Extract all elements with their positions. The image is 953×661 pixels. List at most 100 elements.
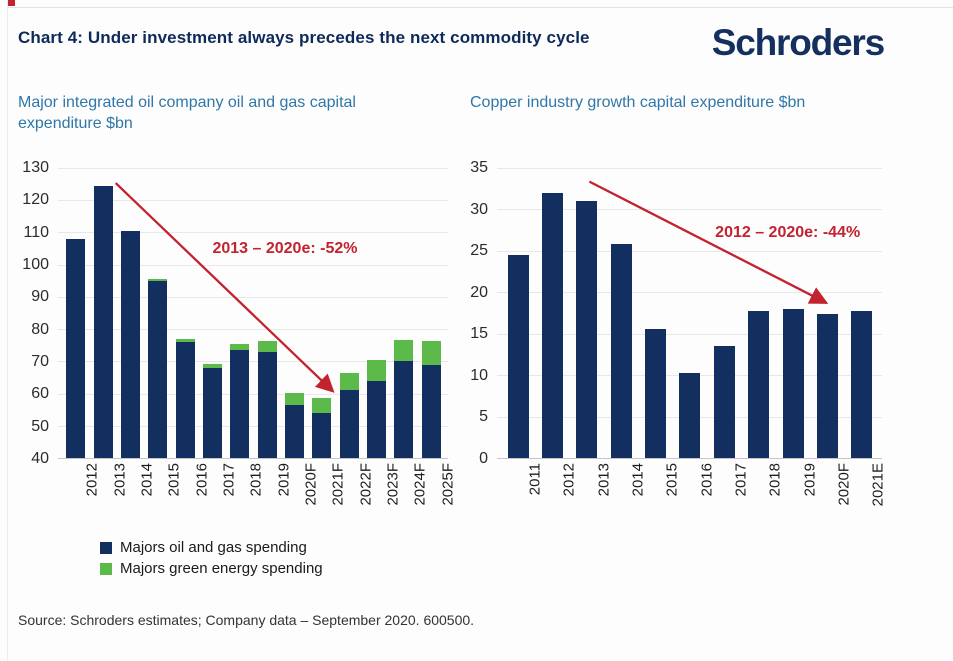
bar-2018 — [226, 168, 253, 458]
x-tick: 2015 — [144, 459, 183, 523]
x-tick: 2013 — [570, 459, 612, 523]
bar-2012 — [535, 168, 569, 458]
x-tick: 2022F — [336, 459, 374, 523]
bar-segment — [120, 230, 140, 458]
gridline — [58, 200, 448, 202]
bar-segment — [93, 185, 113, 458]
bar-stack — [66, 238, 86, 458]
x-tick: 2023F — [363, 459, 402, 523]
bar-stack — [285, 392, 305, 458]
x-tick: 2018 — [226, 459, 265, 523]
x-axis-row: 2011 2012 2013 2014 2015 2016 2017 2018 2019 2020… — [470, 459, 887, 523]
gridline — [58, 425, 448, 427]
bar-segment — [230, 343, 250, 351]
bar-stack — [679, 372, 701, 458]
y-tick-label: 120 — [22, 191, 49, 209]
bar-segment — [148, 278, 168, 281]
bar-stack — [148, 278, 168, 458]
bar-segment — [782, 308, 804, 458]
bar-segment — [576, 201, 598, 458]
bar-stack — [782, 308, 804, 458]
bar-stack — [339, 373, 359, 458]
legend-label-oil-gas: Majors oil and gas spending — [120, 539, 307, 556]
x-axis-copper: 2011 2012 2013 2014 2015 2016 2017 2018 2019 2020… — [497, 459, 887, 523]
bar-segment — [394, 361, 414, 458]
legend-swatch-green-energy — [100, 562, 112, 575]
x-tick: 2021F — [308, 459, 347, 523]
bar-segment — [339, 373, 359, 391]
bar-segment — [339, 390, 359, 458]
x-tick: 2012 — [535, 459, 578, 523]
gridline — [58, 361, 448, 363]
y-tick-label: 25 — [470, 242, 488, 260]
y-axis-copper: 0 5 10 15 20 25 30 35 — [470, 159, 497, 467]
y-tick-label: 100 — [22, 256, 49, 273]
bar-2018 — [742, 168, 776, 458]
source-note: Source: Schroders estimates; Company dat… — [18, 612, 475, 628]
plot-row: 40 50 60 70 80 90 100 110 120 130 2013 – 2020e: -… — [18, 159, 448, 467]
bar-2015 — [144, 168, 171, 458]
bar-segment — [851, 311, 873, 458]
bar-2017 — [707, 168, 741, 458]
bar-stack — [175, 338, 195, 458]
bar-2013 — [89, 168, 116, 458]
y-tick-label: 60 — [31, 385, 49, 403]
bar-stack — [576, 201, 598, 458]
bar-2020F — [810, 168, 844, 458]
x-tick-label: 2021E — [869, 463, 887, 507]
page-title: Chart 4: Under investment always precede… — [18, 28, 590, 47]
x-axis-row: 2012 2013 2014 2015 2016 2017 2018 2019 2020F 202… — [18, 459, 457, 523]
bar-stack — [713, 346, 735, 458]
bar-stack — [394, 339, 414, 458]
x-tick: 2025F — [418, 459, 456, 523]
bar-segment — [202, 367, 222, 458]
legend-swatch-oil-gas — [100, 541, 112, 554]
y-tick-label: 20 — [470, 283, 488, 301]
bar-segment — [257, 351, 277, 458]
schroders-logo: Schroders — [711, 22, 885, 63]
bar-2022F — [336, 168, 363, 458]
x-axis-spacer — [470, 459, 497, 523]
bar-2011 — [501, 168, 535, 458]
x-axis-oil-gas: 2012 2013 2014 2015 2016 2017 2018 2019 2020F 202… — [58, 459, 457, 523]
decline-annotation-copper: 2012 – 2020e: -44% — [715, 224, 861, 242]
gridline — [497, 250, 882, 252]
y-tick-label: 90 — [31, 288, 49, 306]
copper-capex-chart: Copper industry growth capital expenditu… — [470, 92, 887, 523]
bar-2021F — [308, 168, 335, 458]
gridline — [58, 393, 448, 395]
y-tick-label: 70 — [31, 353, 49, 370]
y-tick-label: 110 — [23, 223, 49, 241]
bar-segment — [748, 311, 770, 458]
bar-2019 — [776, 168, 810, 458]
bar-segment — [507, 255, 529, 458]
bar-stack — [312, 397, 332, 458]
x-tick: 2021E — [845, 459, 887, 523]
red-corner-mark — [8, 0, 15, 6]
bar-segment — [679, 372, 701, 458]
bar-2014 — [117, 168, 144, 458]
bar-2015 — [638, 168, 672, 458]
plot-row: 0 5 10 15 20 25 30 35 2012 – 2020e: -44% — [470, 159, 882, 467]
bar-2016 — [673, 168, 707, 458]
bar-stack — [120, 230, 140, 458]
y-tick-label: 10 — [470, 366, 488, 384]
trend-arrow — [114, 182, 335, 393]
y-tick-label: 80 — [31, 320, 49, 338]
x-tick: 2011 — [501, 459, 543, 523]
gridline — [58, 296, 448, 298]
legend-item-green-energy: Majors green energy spending — [100, 558, 448, 579]
gridline — [497, 209, 882, 211]
chart-title-oil-gas: Major integrated oil company oil and gas… — [18, 94, 356, 132]
bar-2019 — [254, 168, 281, 458]
x-tick: 2014 — [604, 459, 646, 523]
bar-segment — [285, 404, 305, 458]
bar-segment — [66, 238, 86, 458]
bar-stack — [748, 311, 770, 458]
x-tick: 2013 — [89, 459, 128, 523]
bar-2023F — [363, 168, 390, 458]
bar-stack — [507, 255, 529, 458]
plot-area-oil-gas: 2013 – 2020e: -52% — [58, 168, 448, 459]
plot-area-copper: 2012 – 2020e: -44% — [497, 168, 882, 459]
